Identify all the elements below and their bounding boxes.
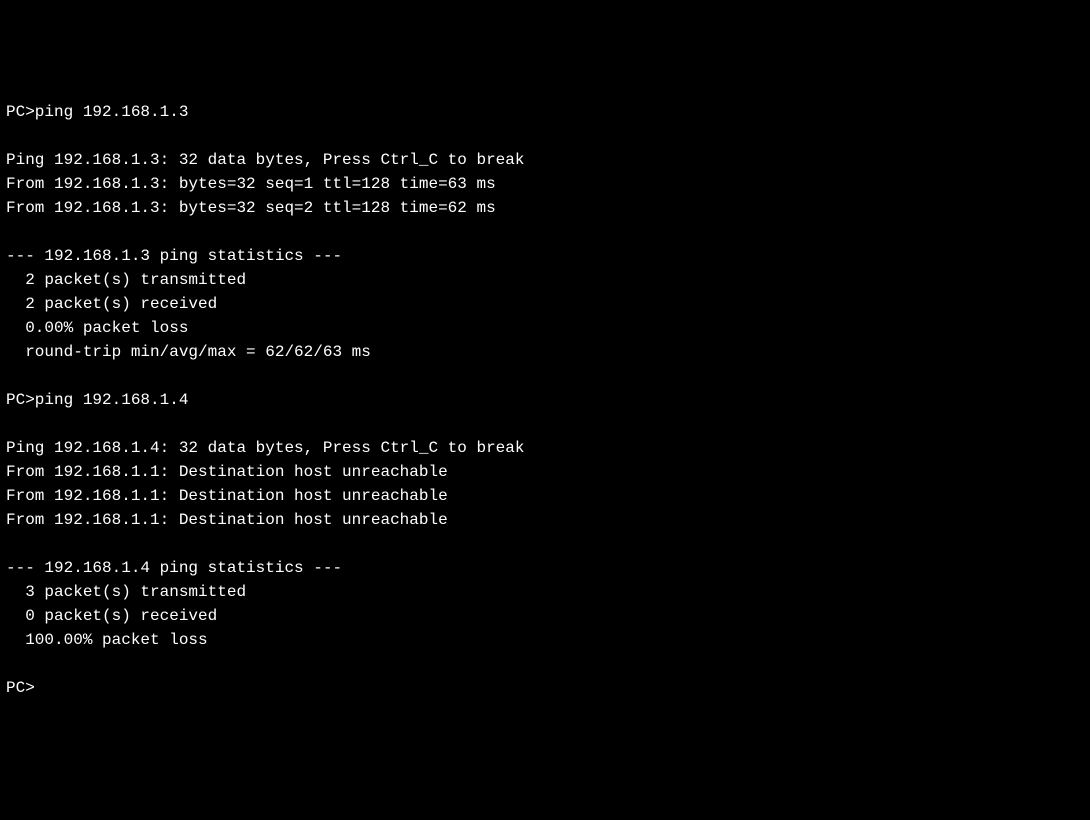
- terminal-line: [6, 124, 1084, 148]
- terminal-line: Ping 192.168.1.3: 32 data bytes, Press C…: [6, 148, 1084, 172]
- terminal-line: From 192.168.1.1: Destination host unrea…: [6, 460, 1084, 484]
- terminal-line: Ping 192.168.1.4: 32 data bytes, Press C…: [6, 436, 1084, 460]
- terminal-line: round-trip min/avg/max = 62/62/63 ms: [6, 340, 1084, 364]
- terminal-line: 2 packet(s) received: [6, 292, 1084, 316]
- terminal-line: From 192.168.1.1: Destination host unrea…: [6, 508, 1084, 532]
- terminal-line: From 192.168.1.3: bytes=32 seq=1 ttl=128…: [6, 172, 1084, 196]
- terminal-line: PC>: [6, 676, 1084, 700]
- terminal-line: PC>ping 192.168.1.3: [6, 100, 1084, 124]
- terminal-line: --- 192.168.1.3 ping statistics ---: [6, 244, 1084, 268]
- terminal-line: 100.00% packet loss: [6, 628, 1084, 652]
- terminal-line: PC>ping 192.168.1.4: [6, 388, 1084, 412]
- terminal-line: [6, 412, 1084, 436]
- terminal-line: 0.00% packet loss: [6, 316, 1084, 340]
- terminal-line: [6, 364, 1084, 388]
- terminal-line: 2 packet(s) transmitted: [6, 268, 1084, 292]
- terminal-line: --- 192.168.1.4 ping statistics ---: [6, 556, 1084, 580]
- terminal-line: From 192.168.1.3: bytes=32 seq=2 ttl=128…: [6, 196, 1084, 220]
- terminal-line: 3 packet(s) transmitted: [6, 580, 1084, 604]
- terminal-line: From 192.168.1.1: Destination host unrea…: [6, 484, 1084, 508]
- terminal-line: [6, 652, 1084, 676]
- terminal-output[interactable]: PC>ping 192.168.1.3 Ping 192.168.1.3: 32…: [6, 100, 1084, 700]
- terminal-line: [6, 532, 1084, 556]
- terminal-line: 0 packet(s) received: [6, 604, 1084, 628]
- terminal-line: [6, 220, 1084, 244]
